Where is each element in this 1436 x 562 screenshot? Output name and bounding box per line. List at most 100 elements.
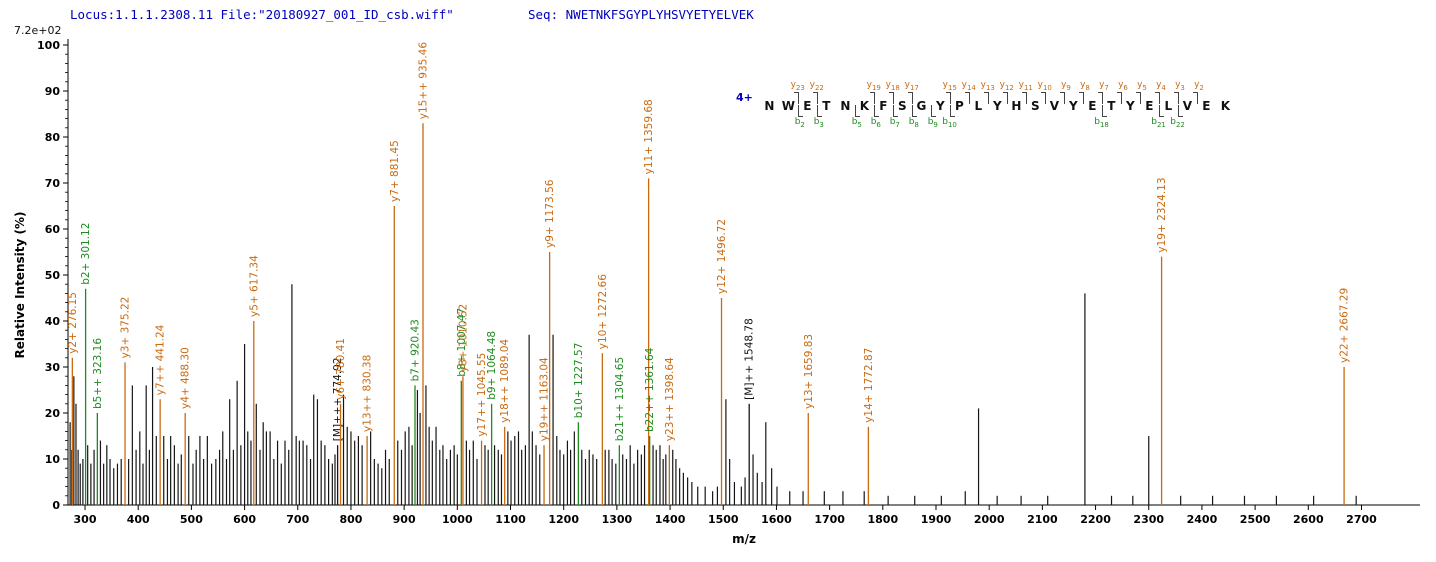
svg-text:1900: 1900 xyxy=(921,513,952,526)
svg-text:500: 500 xyxy=(180,513,203,526)
b-ion-marker: b10 xyxy=(942,116,957,129)
sequence-text: NWETNKFSGYPLYHSVYETYELVEK xyxy=(565,7,754,22)
peptide-residue: N xyxy=(760,95,779,114)
svg-text:y12+ 1496.72: y12+ 1496.72 xyxy=(716,219,728,294)
svg-text:y19++ 1163.04: y19++ 1163.04 xyxy=(539,357,551,441)
y-cleavage-mark xyxy=(1154,91,1160,104)
svg-text:1100: 1100 xyxy=(495,513,526,526)
y-cleavage-mark xyxy=(888,91,894,104)
svg-text:300: 300 xyxy=(74,513,97,526)
y-ion-marker: y22 xyxy=(809,79,824,92)
y-ion-marker: y7 xyxy=(1099,79,1109,92)
b-ion-marker: b5 xyxy=(851,116,862,129)
y-ion-marker: y6 xyxy=(1118,79,1128,92)
y-ion-marker: y12 xyxy=(999,79,1014,92)
svg-text:1400: 1400 xyxy=(655,513,686,526)
svg-text:70: 70 xyxy=(45,177,61,190)
b-ion-marker: b7 xyxy=(889,116,900,129)
svg-text:1800: 1800 xyxy=(868,513,899,526)
svg-text:700: 700 xyxy=(286,513,309,526)
residue-letter: P xyxy=(954,98,964,113)
b-ion-marker: b22 xyxy=(1170,116,1185,129)
residue-letter: S xyxy=(1031,98,1040,113)
svg-text:40: 40 xyxy=(45,315,61,328)
residue-letter: E xyxy=(1145,98,1154,113)
svg-text:1200: 1200 xyxy=(548,513,579,526)
residue-letter: V xyxy=(1049,98,1060,113)
svg-text:0: 0 xyxy=(52,499,60,512)
svg-text:y18++ 1089.04: y18++ 1089.04 xyxy=(499,339,511,423)
residue-letter: T xyxy=(1107,98,1116,113)
svg-text:2200: 2200 xyxy=(1080,513,1111,526)
unlabeled-peaks xyxy=(69,284,1357,505)
svg-text:2700: 2700 xyxy=(1346,513,1377,526)
svg-text:100: 100 xyxy=(37,39,60,52)
svg-text:2600: 2600 xyxy=(1293,513,1324,526)
locus-file-text: Locus:1.1.1.2308.11 File:"20180927_001_I… xyxy=(70,7,454,22)
svg-text:400: 400 xyxy=(127,513,150,526)
y-cleavage-mark xyxy=(1192,91,1198,104)
b-ion-marker: b2 xyxy=(794,116,805,129)
svg-text:b7+ 920.43: b7+ 920.43 xyxy=(410,319,422,381)
y-ion-marker: y23 xyxy=(790,79,805,92)
y-ion-marker: y18 xyxy=(885,79,900,92)
svg-text:y17++ 1045.55: y17++ 1045.55 xyxy=(476,353,488,437)
y-cleavage-mark xyxy=(1116,91,1122,104)
residue-letter: W xyxy=(781,98,795,113)
y-cleavage-mark xyxy=(1002,91,1008,104)
svg-text:y13+ 1659.83: y13+ 1659.83 xyxy=(803,334,815,409)
y-cleavage-mark xyxy=(1135,91,1141,104)
residue-letter: T xyxy=(822,98,831,113)
y-axis-ticks: 0 10 20 30 40 50 60 70 80 90 100 xyxy=(37,39,68,512)
y-cleavage-mark xyxy=(1097,91,1103,104)
svg-text:600: 600 xyxy=(233,513,256,526)
svg-text:2500: 2500 xyxy=(1240,513,1271,526)
b-ion-marker: b8 xyxy=(908,116,919,129)
y-cleavage-mark xyxy=(983,91,989,104)
svg-text:b2+ 301.12: b2+ 301.12 xyxy=(80,223,92,285)
svg-text:y7++ 441.24: y7++ 441.24 xyxy=(155,324,167,395)
svg-text:b9+ 1064.48: b9+ 1064.48 xyxy=(486,331,498,400)
b-cleavage-mark xyxy=(854,104,860,117)
svg-text:y3+ 375.22: y3+ 375.22 xyxy=(120,297,132,359)
b-cleavage-mark xyxy=(797,104,803,117)
y-ion-marker: y8 xyxy=(1080,79,1090,92)
b-ion-marker: b18 xyxy=(1094,116,1109,129)
residue-letter: E xyxy=(1088,98,1097,113)
b-ion-marker: b21 xyxy=(1151,116,1166,129)
residue-letter: S xyxy=(898,98,907,113)
svg-text:2100: 2100 xyxy=(1027,513,1058,526)
residue-letter: Y xyxy=(1126,98,1135,113)
svg-text:90: 90 xyxy=(45,85,61,98)
residue-letter: E xyxy=(803,98,812,113)
residue-letter: N xyxy=(840,98,851,113)
residue-letter: L xyxy=(1164,98,1173,113)
svg-text:800: 800 xyxy=(339,513,362,526)
y-cleavage-mark xyxy=(869,91,875,104)
residue-letter: H xyxy=(1011,98,1022,113)
svg-text:b10+ 1227.57: b10+ 1227.57 xyxy=(573,343,585,419)
svg-text:y22+ 2667.29: y22+ 2667.29 xyxy=(1339,288,1351,363)
svg-text:1700: 1700 xyxy=(814,513,845,526)
residue-letter: G xyxy=(916,98,927,113)
y-ion-marker: y3 xyxy=(1175,79,1185,92)
svg-text:2300: 2300 xyxy=(1133,513,1164,526)
svg-text:y6+ 780.41: y6+ 780.41 xyxy=(335,338,347,400)
b-ion-marker: b6 xyxy=(870,116,881,129)
svg-text:y23++ 1398.64: y23++ 1398.64 xyxy=(664,357,676,441)
axis-titles: m/z Relative Intensity (%) xyxy=(13,212,756,547)
y-cleavage-mark xyxy=(793,91,799,104)
y-ion-marker: y10 xyxy=(1037,79,1052,92)
